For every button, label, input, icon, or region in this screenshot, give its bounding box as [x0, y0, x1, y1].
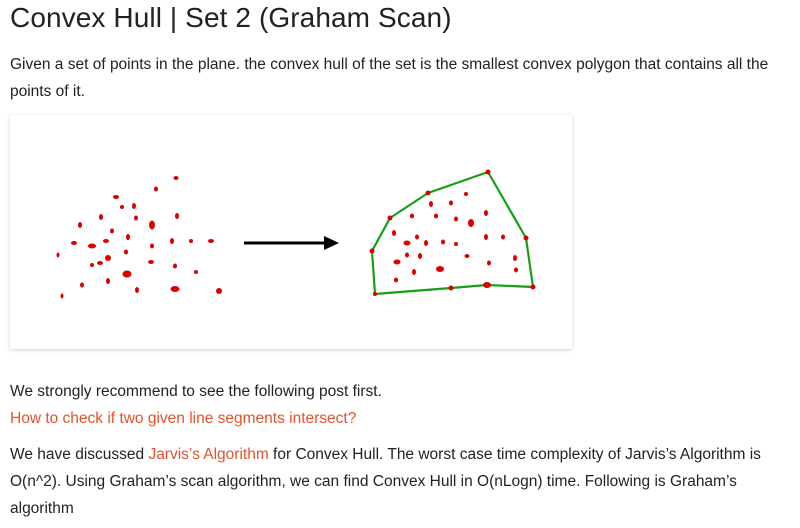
- discussion-suffix: for Convex Hull. The worst case time com…: [10, 446, 761, 517]
- jarvis-algorithm-link[interactable]: Jarvis’s Algorithm: [148, 446, 269, 463]
- recommend-text: We strongly recommend to see the followi…: [10, 383, 382, 400]
- hull-vertices: [369, 169, 536, 296]
- page-title: Convex Hull | Set 2 (Graham Scan): [10, 2, 452, 33]
- discussion-prefix: We have discussed: [10, 446, 149, 463]
- discussion-paragraph: We have discussed Jarvis’s Algorithm for…: [10, 441, 780, 522]
- convex-hull-illustration: [10, 115, 572, 349]
- intro-paragraph: Given a set of points in the plane. the …: [10, 56, 769, 100]
- line-segments-intersect-link[interactable]: How to check if two given line segments …: [10, 410, 357, 427]
- convex-hull-diagram: [56, 169, 536, 299]
- arrow-icon: [244, 236, 339, 250]
- hull-polygon: [370, 170, 535, 296]
- convex-hull-result: [369, 169, 536, 296]
- interior-points: [392, 192, 518, 283]
- input-point-set: [56, 176, 222, 299]
